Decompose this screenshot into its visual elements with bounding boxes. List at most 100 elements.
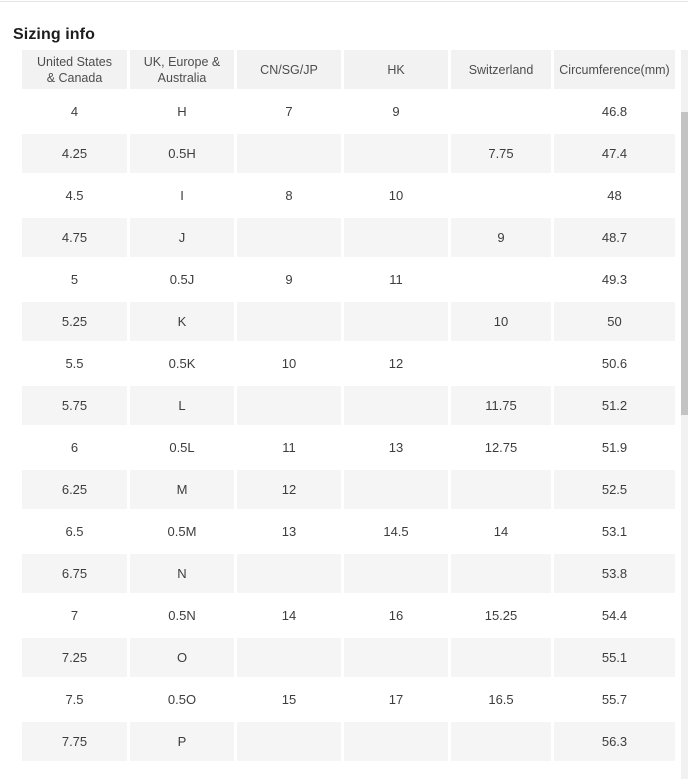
table-cell: 0.5J xyxy=(169,272,195,287)
column-header-us-canada: United States & Canada xyxy=(22,50,127,89)
table-row: 6.75 N 53.8 xyxy=(22,554,675,593)
table-cell: 12 xyxy=(237,470,341,509)
table-cell: 55.1 xyxy=(554,638,675,677)
table-cell: I xyxy=(180,188,184,203)
scrollbar-track[interactable] xyxy=(681,50,688,779)
table-cell xyxy=(451,470,551,509)
table-cell xyxy=(344,134,448,173)
column-header-line: UK, Europe & xyxy=(143,54,221,69)
table-row: 6.25 M 12 52.5 xyxy=(22,470,675,509)
table-cell: 50 xyxy=(554,302,675,341)
table-row: 5.25 K 10 50 xyxy=(22,302,675,341)
table-row: 5 0.5J 9 11 49.3 xyxy=(22,260,675,299)
table-cell: 7 xyxy=(285,104,293,119)
table-cell: 4.25 xyxy=(22,134,127,173)
table-cell: 16 xyxy=(388,608,404,623)
table-cell: 12.75 xyxy=(484,440,518,455)
table-cell: 51.2 xyxy=(554,386,675,425)
table-cell: 4.75 xyxy=(22,218,127,257)
table-cell xyxy=(451,176,551,215)
table-cell: 9 xyxy=(451,218,551,257)
table-cell: H xyxy=(177,104,187,119)
table-cell: 47.4 xyxy=(554,134,675,173)
table-cell: 46.8 xyxy=(601,104,628,119)
table-cell: 0.5N xyxy=(168,608,196,623)
table-cell: 7.75 xyxy=(22,722,127,761)
table-cell: 5 xyxy=(70,272,79,287)
table-cell: 5.5 xyxy=(65,356,84,371)
table-cell: 17 xyxy=(388,692,404,707)
column-header-line: United States xyxy=(36,54,113,69)
table-cell xyxy=(237,722,341,761)
column-header-switzerland: Switzerland xyxy=(451,50,551,89)
table-cell: 10 xyxy=(451,302,551,341)
table-cell: 4.5 xyxy=(65,188,84,203)
scrollbar-thumb[interactable] xyxy=(681,112,688,415)
table-row: 4 H 7 9 46.8 xyxy=(22,92,675,131)
table-cell: 52.5 xyxy=(554,470,675,509)
table-cell: 8 xyxy=(285,188,293,203)
table-cell xyxy=(237,218,341,257)
table-cell: 51.9 xyxy=(601,440,628,455)
table-cell: 5.25 xyxy=(22,302,127,341)
table-cell xyxy=(237,638,341,677)
table-cell xyxy=(451,260,551,299)
table-cell xyxy=(237,386,341,425)
table-row: 7.25 O 55.1 xyxy=(22,638,675,677)
table-cell xyxy=(451,344,551,383)
table-cell: J xyxy=(130,218,234,257)
table-cell: 4 xyxy=(70,104,79,119)
table-cell xyxy=(344,302,448,341)
column-header-line: Switzerland xyxy=(468,62,534,77)
table-cell: 11.75 xyxy=(451,386,551,425)
table-cell xyxy=(344,218,448,257)
table-cell: 14 xyxy=(281,608,297,623)
table-cell: 10 xyxy=(388,188,404,203)
table-cell: 11 xyxy=(282,440,296,455)
table-cell xyxy=(451,638,551,677)
table-cell: 0.5L xyxy=(169,440,195,455)
table-row: 6 0.5L 11 13 12.75 51.9 xyxy=(22,428,675,467)
table-cell: 7.5 xyxy=(65,692,84,707)
table-cell: 49.3 xyxy=(601,272,628,287)
table-cell: N xyxy=(130,554,234,593)
table-cell: 53.1 xyxy=(601,524,628,539)
table-cell: 5.75 xyxy=(22,386,127,425)
table-cell xyxy=(344,470,448,509)
table-cell: 0.5O xyxy=(167,692,197,707)
table-cell: M xyxy=(130,470,234,509)
table-cell: 7.25 xyxy=(22,638,127,677)
table-row: 5.5 0.5K 10 12 50.6 xyxy=(22,344,675,383)
column-header-hk: HK xyxy=(344,50,448,89)
table-cell xyxy=(451,722,551,761)
column-header-circumference: Circumference(mm) xyxy=(554,50,675,89)
table-cell: 14.5 xyxy=(383,524,409,539)
table-cell: 7 xyxy=(70,608,79,623)
table-cell: 7.75 xyxy=(451,134,551,173)
table-row: 7.5 0.5O 15 17 16.5 55.7 xyxy=(22,680,675,719)
table-cell: 55.7 xyxy=(601,692,628,707)
table-cell: 6.5 xyxy=(65,524,84,539)
table-row: 4.25 0.5H 7.75 47.4 xyxy=(22,134,675,173)
table-cell: 16.5 xyxy=(488,692,514,707)
table-cell: 15.25 xyxy=(484,608,518,623)
top-divider xyxy=(0,1,688,2)
table-cell: 15 xyxy=(281,692,297,707)
table-row: 5.75 L 11.75 51.2 xyxy=(22,386,675,425)
table-row: 7.75 P 56.3 xyxy=(22,722,675,761)
column-header-line: Australia xyxy=(157,70,207,85)
table-cell: 48.7 xyxy=(554,218,675,257)
table-cell xyxy=(344,554,448,593)
table-cell: P xyxy=(130,722,234,761)
table-cell: 56.3 xyxy=(554,722,675,761)
table-header-row: United States & Canada UK, Europe & Aust… xyxy=(22,50,675,89)
table-row: 6.5 0.5M 13 14.5 14 53.1 xyxy=(22,512,675,551)
table-cell: 48 xyxy=(607,188,622,203)
table-cell xyxy=(451,554,551,593)
column-header-line: & Canada xyxy=(46,70,103,85)
table-cell xyxy=(237,134,341,173)
column-header-cn-sg-jp: CN/SG/JP xyxy=(237,50,341,89)
table-row: 4.75 J 9 48.7 xyxy=(22,218,675,257)
table-cell: 53.8 xyxy=(554,554,675,593)
table-cell: L xyxy=(130,386,234,425)
